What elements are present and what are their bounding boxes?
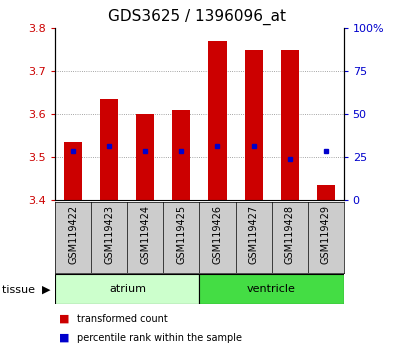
Text: ventricle: ventricle: [247, 284, 296, 295]
Text: GSM119427: GSM119427: [248, 205, 259, 264]
Bar: [245, 50, 263, 200]
Bar: [136, 114, 154, 200]
Text: GDS3625 / 1396096_at: GDS3625 / 1396096_at: [109, 9, 286, 25]
Text: GSM119423: GSM119423: [104, 205, 115, 264]
Text: transformed count: transformed count: [77, 314, 168, 324]
Text: GSM119422: GSM119422: [68, 205, 78, 264]
Bar: [173, 110, 190, 200]
Text: ■: ■: [59, 333, 70, 343]
Bar: [209, 41, 226, 200]
Text: GSM119428: GSM119428: [284, 205, 295, 264]
Bar: [100, 99, 118, 200]
Text: tissue  ▶: tissue ▶: [2, 284, 51, 295]
Text: GSM119424: GSM119424: [140, 205, 150, 264]
Text: GSM119426: GSM119426: [213, 205, 222, 264]
Text: GSM119429: GSM119429: [321, 205, 331, 264]
Bar: [199, 274, 344, 304]
Bar: [280, 50, 299, 200]
Text: ■: ■: [59, 314, 70, 324]
Bar: [55, 274, 199, 304]
Bar: [64, 142, 82, 200]
Text: percentile rank within the sample: percentile rank within the sample: [77, 333, 242, 343]
Bar: [317, 185, 335, 200]
Text: GSM119425: GSM119425: [177, 205, 186, 264]
Text: atrium: atrium: [109, 284, 146, 295]
